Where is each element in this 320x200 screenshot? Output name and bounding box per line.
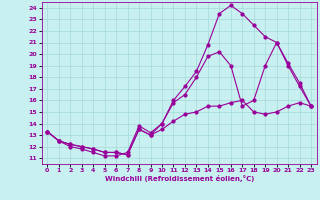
X-axis label: Windchill (Refroidissement éolien,°C): Windchill (Refroidissement éolien,°C) — [105, 175, 254, 182]
